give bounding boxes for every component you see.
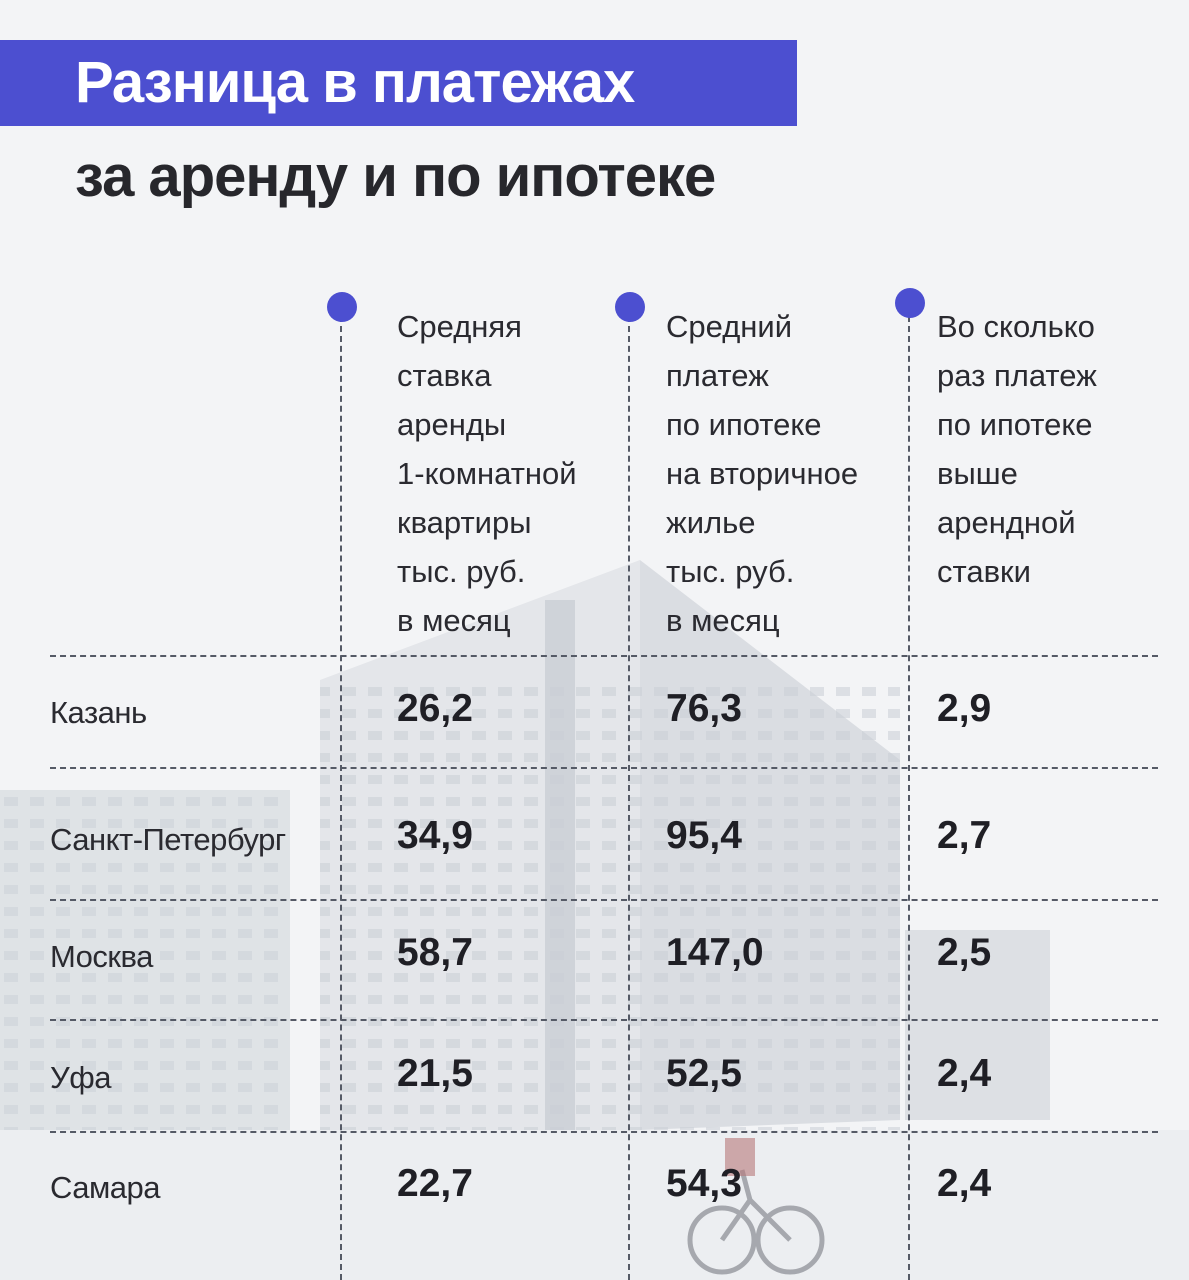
column-header-mortgage: Средний платеж по ипотеке на вторичное ж… — [666, 309, 859, 638]
mortgage-value: 95,4 — [666, 814, 742, 857]
rent-value: 58,7 — [397, 931, 473, 974]
column-marker-dot-1 — [327, 292, 357, 322]
mortgage-value: 76,3 — [666, 687, 742, 730]
ratio-value: 2,7 — [937, 814, 992, 857]
row-city: Самара — [50, 1170, 161, 1205]
table-row-kazan: Казань 26,2 76,3 2,9 — [0, 683, 1189, 743]
mortgage-value: 147,0 — [666, 931, 764, 974]
title-bar — [0, 40, 797, 126]
column-divider-3 — [908, 306, 910, 1280]
rent-value: 21,5 — [397, 1052, 473, 1095]
mortgage-value: 54,3 — [666, 1162, 742, 1205]
row-separator — [50, 899, 1158, 901]
ratio-value: 2,4 — [937, 1052, 992, 1095]
column-divider-1 — [340, 306, 342, 1280]
table-row-moscow: Москва 58,7 147,0 2,5 — [0, 927, 1189, 987]
table-row-ufa: Уфа 21,5 52,5 2,4 — [0, 1048, 1189, 1108]
column-header-ratio: Во сколько раз платеж по ипотеке выше ар… — [937, 309, 1097, 589]
row-city: Уфа — [50, 1060, 111, 1095]
row-separator — [50, 1019, 1158, 1021]
column-divider-2 — [628, 306, 630, 1280]
table-row-saint-petersburg: Санкт-Петербург 34,9 95,4 2,7 — [0, 810, 1189, 870]
row-separator — [50, 655, 1158, 657]
ratio-value: 2,4 — [937, 1162, 992, 1205]
ratio-value: 2,5 — [937, 931, 992, 974]
column-marker-dot-3 — [895, 288, 925, 318]
column-header-rent: Средняя ставка аренды 1-комнатной кварти… — [397, 309, 577, 638]
rent-value: 22,7 — [397, 1162, 473, 1205]
row-separator — [50, 767, 1158, 769]
table-row-samara: Самара 22,7 54,3 2,4 — [0, 1158, 1189, 1218]
page-title: Разница в платежах — [75, 50, 635, 115]
row-city: Санкт-Петербург — [50, 822, 286, 857]
page-subtitle: за аренду и по ипотеке — [75, 144, 716, 209]
mortgage-value: 52,5 — [666, 1052, 742, 1095]
rent-value: 34,9 — [397, 814, 473, 857]
row-city: Казань — [50, 695, 147, 730]
row-city: Москва — [50, 939, 153, 974]
ratio-value: 2,9 — [937, 687, 992, 730]
column-marker-dot-2 — [615, 292, 645, 322]
row-separator — [50, 1131, 1158, 1133]
rent-value: 26,2 — [397, 687, 473, 730]
